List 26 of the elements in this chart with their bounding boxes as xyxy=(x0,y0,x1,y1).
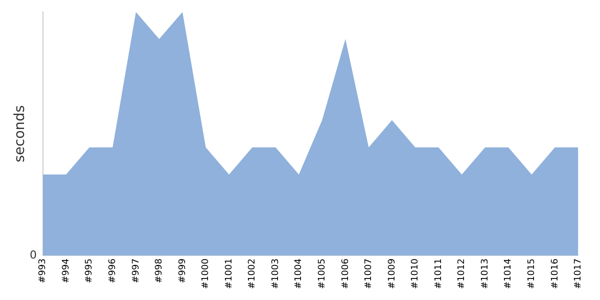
x-tick-label: #1005 xyxy=(317,258,328,290)
x-tick-label: #1004 xyxy=(294,258,304,290)
x-tick-label: #1006 xyxy=(340,258,351,290)
x-tick-label: #1001 xyxy=(224,258,234,290)
x-tick-label: #996 xyxy=(108,258,118,284)
x-tick-label: #1014 xyxy=(504,258,514,290)
text: 0 xyxy=(30,248,37,262)
x-tick-label: #1009 xyxy=(387,258,398,290)
x-tick-label: #1003 xyxy=(270,258,281,290)
x-tick-label: #1017 xyxy=(574,258,584,290)
x-tick-label: #1012 xyxy=(457,258,468,290)
x-tick-label: #1016 xyxy=(550,258,560,290)
x-tick-label: #1000 xyxy=(201,258,212,290)
x-tick-label: #1011 xyxy=(434,258,444,290)
x-tick-label: #1002 xyxy=(248,258,258,290)
x-tick-label: #1010 xyxy=(410,258,421,290)
x-tick-label: #998 xyxy=(154,258,165,284)
x-tick-label: #999 xyxy=(178,258,188,284)
x-tick-label: #994 xyxy=(61,258,72,284)
x-tick-label: #1015 xyxy=(526,258,537,290)
x-tick-label: #993 xyxy=(38,258,48,284)
x-tick-label: #997 xyxy=(131,258,142,284)
x-tick-label: #995 xyxy=(84,258,95,284)
x-tick-label: #1013 xyxy=(480,258,490,290)
y-axis-title: seconds xyxy=(12,105,28,162)
x-tick-label: #1007 xyxy=(364,258,374,290)
